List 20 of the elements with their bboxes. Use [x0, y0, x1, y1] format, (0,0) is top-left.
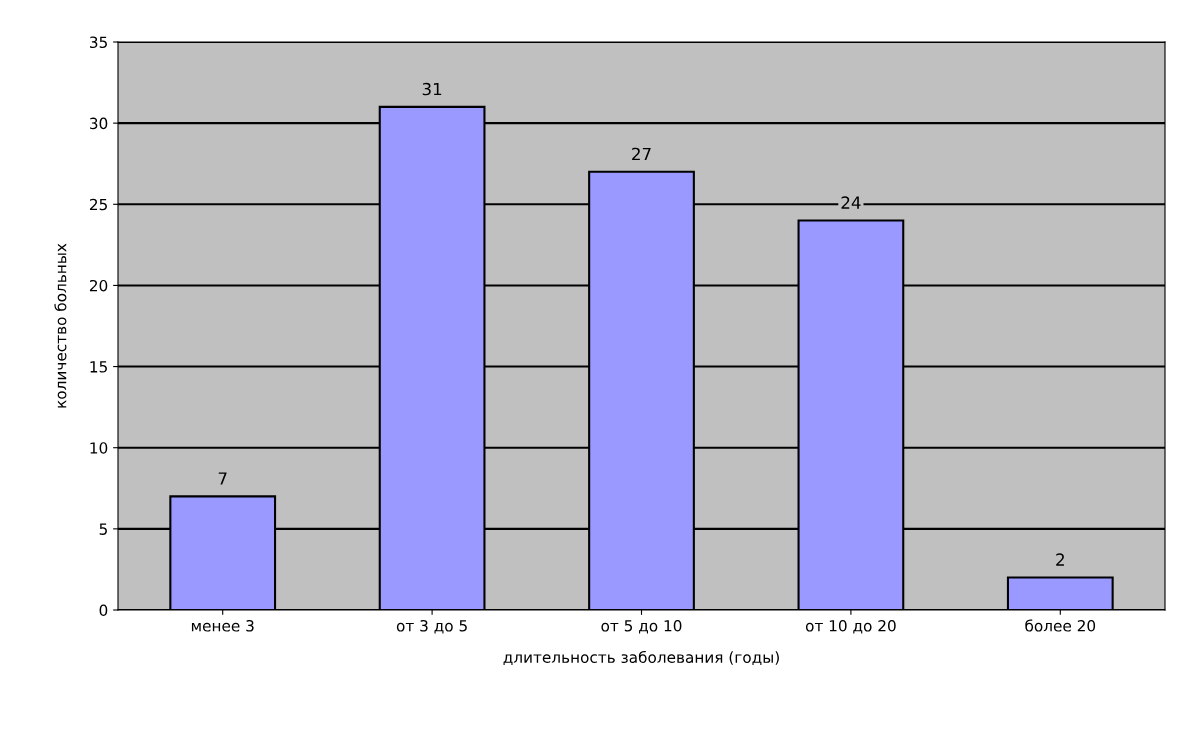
y-tick-label: 35 [90, 36, 107, 49]
y-tick-label: 15 [90, 361, 107, 373]
y-axis-title: количество больных [54, 243, 67, 408]
y-tick-label: 20 [89, 279, 108, 292]
x-tick-label: от 5 до 10 [601, 619, 682, 634]
x-axis-title: длительность заболевания (годы) [503, 650, 779, 665]
y-tick-label: 30 [90, 117, 108, 130]
data-label: 31 [422, 82, 442, 96]
x-tick-label: менее 3 [191, 619, 254, 632]
x-tick-label: от 3 до 5 [396, 619, 467, 634]
y-tick-label: 0 [99, 604, 108, 617]
data-label: 27 [632, 147, 651, 161]
x-tick-label: более 20 [1025, 619, 1096, 632]
y-tick-label: 25 [89, 198, 107, 211]
y-tick-label: 10 [90, 442, 108, 454]
x-tick-label: от 10 до 20 [805, 619, 896, 634]
data-label: 7 [218, 472, 227, 485]
data-label: 24 [841, 196, 861, 209]
data-label: 2 [1056, 553, 1064, 566]
y-tick-label: 5 [99, 523, 107, 535]
